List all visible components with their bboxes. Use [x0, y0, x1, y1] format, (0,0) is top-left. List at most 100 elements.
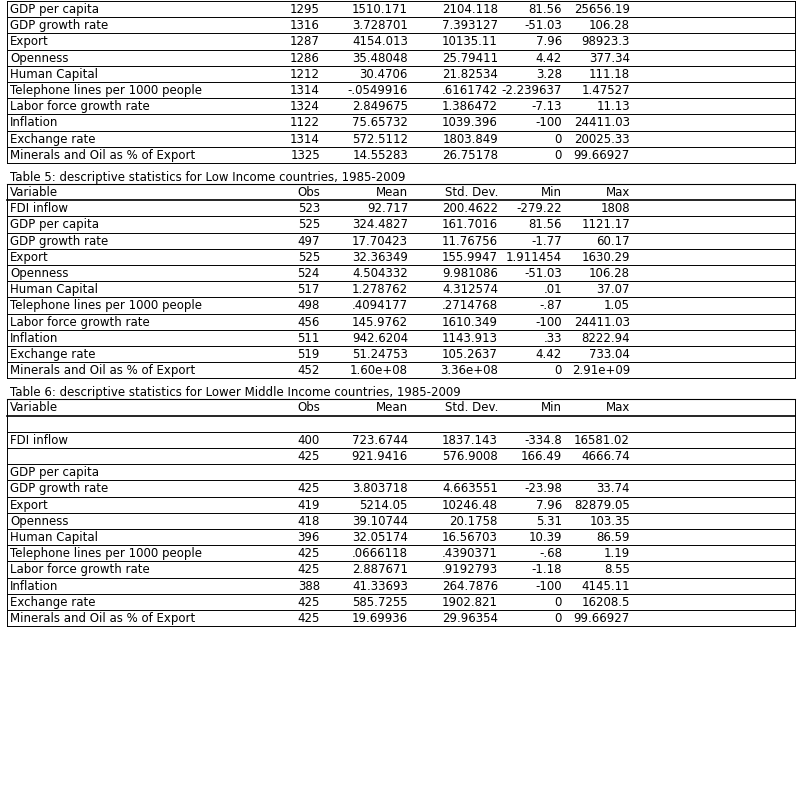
Text: .01: .01 — [544, 283, 562, 296]
Text: 723.6744: 723.6744 — [352, 434, 408, 447]
Text: 106.28: 106.28 — [589, 267, 630, 280]
Text: GDP per capita: GDP per capita — [10, 219, 99, 231]
Text: 200.4622: 200.4622 — [442, 202, 498, 215]
Text: Labor force growth rate: Labor force growth rate — [10, 100, 150, 113]
Text: 388: 388 — [298, 580, 320, 593]
Text: 14.55283: 14.55283 — [352, 149, 408, 162]
Text: 425: 425 — [298, 596, 320, 609]
Text: 10246.48: 10246.48 — [442, 499, 498, 511]
Text: 264.7876: 264.7876 — [442, 580, 498, 593]
Text: GDP per capita: GDP per capita — [10, 3, 99, 16]
Text: Labor force growth rate: Labor force growth rate — [10, 563, 150, 577]
Text: 1610.349: 1610.349 — [442, 316, 498, 328]
Text: 1122: 1122 — [290, 117, 320, 129]
Text: 75.65732: 75.65732 — [352, 117, 408, 129]
Text: 377.34: 377.34 — [589, 51, 630, 65]
Text: 41.33693: 41.33693 — [352, 580, 408, 593]
Text: Openness: Openness — [10, 514, 68, 528]
Text: 16208.5: 16208.5 — [581, 596, 630, 609]
Text: Exchange rate: Exchange rate — [10, 596, 95, 609]
Text: 16581.02: 16581.02 — [574, 434, 630, 447]
Text: Openness: Openness — [10, 267, 68, 280]
Text: Human Capital: Human Capital — [10, 531, 98, 544]
Text: 103.35: 103.35 — [589, 514, 630, 528]
Text: 145.9762: 145.9762 — [352, 316, 408, 328]
Text: 1324: 1324 — [290, 100, 320, 113]
Text: 4145.11: 4145.11 — [581, 580, 630, 593]
Text: 81.56: 81.56 — [529, 3, 562, 16]
Text: 26.75178: 26.75178 — [442, 149, 498, 162]
Text: .2714768: .2714768 — [442, 299, 498, 312]
Text: 105.2637: 105.2637 — [442, 348, 498, 361]
Text: 11.76756: 11.76756 — [442, 234, 498, 248]
Text: -.0549916: -.0549916 — [347, 84, 408, 97]
Text: 519: 519 — [298, 348, 320, 361]
Text: 82879.05: 82879.05 — [574, 499, 630, 511]
Text: Min: Min — [541, 402, 562, 414]
Text: Telephone lines per 1000 people: Telephone lines per 1000 people — [10, 548, 202, 560]
Text: 33.74: 33.74 — [597, 482, 630, 495]
Text: 8222.94: 8222.94 — [581, 332, 630, 345]
Text: 1.19: 1.19 — [604, 548, 630, 560]
Text: 25656.19: 25656.19 — [574, 3, 630, 16]
Text: -.68: -.68 — [539, 548, 562, 560]
Text: -.87: -.87 — [539, 299, 562, 312]
Text: 10.39: 10.39 — [529, 531, 562, 544]
Text: 161.7016: 161.7016 — [442, 219, 498, 231]
Text: 525: 525 — [298, 219, 320, 231]
Text: 419: 419 — [298, 499, 320, 511]
Text: 8.55: 8.55 — [604, 563, 630, 577]
Text: 4.42: 4.42 — [536, 51, 562, 65]
Text: 1837.143: 1837.143 — [442, 434, 498, 447]
Text: 155.9947: 155.9947 — [442, 251, 498, 264]
Text: 456: 456 — [298, 316, 320, 328]
Text: Export: Export — [10, 36, 49, 48]
Text: 921.9416: 921.9416 — [352, 450, 408, 463]
Text: Max: Max — [606, 402, 630, 414]
Text: 425: 425 — [298, 563, 320, 577]
Text: 111.18: 111.18 — [589, 68, 630, 80]
Text: 5214.05: 5214.05 — [359, 499, 408, 511]
Text: 0: 0 — [555, 133, 562, 146]
Text: Obs: Obs — [297, 402, 320, 414]
Text: 10135.11: 10135.11 — [442, 36, 498, 48]
Text: Variable: Variable — [10, 402, 58, 414]
Text: 1316: 1316 — [290, 19, 320, 32]
Text: 4.312574: 4.312574 — [442, 283, 498, 296]
Text: Max: Max — [606, 186, 630, 199]
Text: GDP growth rate: GDP growth rate — [10, 482, 108, 495]
Text: 1.386472: 1.386472 — [442, 100, 498, 113]
Text: Inflation: Inflation — [10, 117, 59, 129]
Text: 51.24753: 51.24753 — [352, 348, 408, 361]
Text: 9.981086: 9.981086 — [442, 267, 498, 280]
Text: 511: 511 — [298, 332, 320, 345]
Text: -2.239637: -2.239637 — [501, 84, 562, 97]
Text: 497: 497 — [298, 234, 320, 248]
Text: Table 5: descriptive statistics for Low Income countries, 1985-2009: Table 5: descriptive statistics for Low … — [10, 171, 406, 184]
Text: 1314: 1314 — [290, 84, 320, 97]
Text: 11.13: 11.13 — [597, 100, 630, 113]
Text: 99.66927: 99.66927 — [573, 612, 630, 625]
Text: FDI inflow: FDI inflow — [10, 434, 68, 447]
Text: 1325: 1325 — [290, 149, 320, 162]
Text: 1314: 1314 — [290, 133, 320, 146]
Text: Export: Export — [10, 251, 49, 264]
Text: -23.98: -23.98 — [525, 482, 562, 495]
Text: Mean: Mean — [376, 186, 408, 199]
Text: Exchange rate: Exchange rate — [10, 348, 95, 361]
Text: Min: Min — [541, 186, 562, 199]
Text: 733.04: 733.04 — [589, 348, 630, 361]
Text: 81.56: 81.56 — [529, 219, 562, 231]
Text: 19.69936: 19.69936 — [352, 612, 408, 625]
Text: Labor force growth rate: Labor force growth rate — [10, 316, 150, 328]
Text: -334.8: -334.8 — [525, 434, 562, 447]
Text: 400: 400 — [298, 434, 320, 447]
Text: 166.49: 166.49 — [520, 450, 562, 463]
Text: 1.60e+08: 1.60e+08 — [350, 365, 408, 377]
Text: 425: 425 — [298, 450, 320, 463]
Text: 1808: 1808 — [601, 202, 630, 215]
Text: 32.05174: 32.05174 — [352, 531, 408, 544]
Text: 4154.013: 4154.013 — [352, 36, 408, 48]
Text: 324.4827: 324.4827 — [352, 219, 408, 231]
Text: .0666118: .0666118 — [352, 548, 408, 560]
